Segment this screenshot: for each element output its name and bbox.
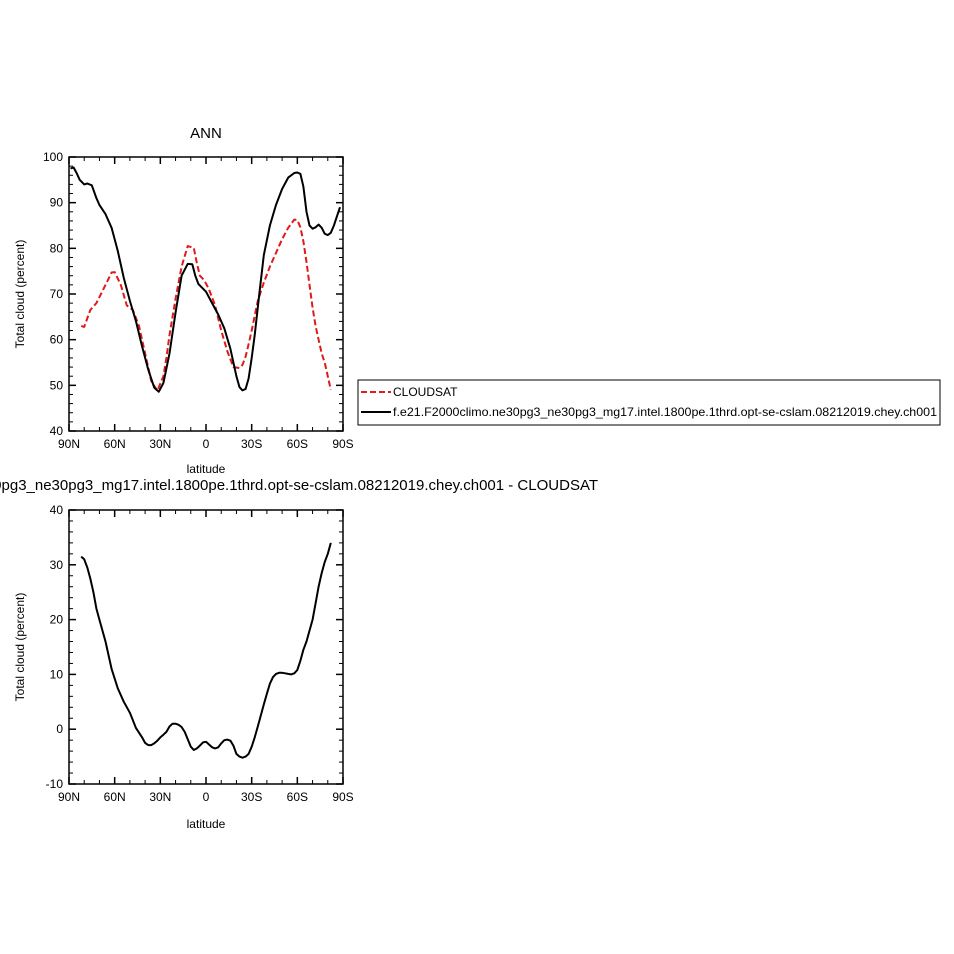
legend-label-cloudsat: CLOUDSAT xyxy=(393,385,458,399)
top-y-tick-label: 60 xyxy=(50,333,64,347)
bottom-x-tick-label: 30N xyxy=(149,790,171,804)
top-x-tick-label: 90N xyxy=(58,437,80,451)
top-x-tick-label: 90S xyxy=(332,437,353,451)
top-x-tick-label: 60N xyxy=(104,437,126,451)
top-y-tick-label: 40 xyxy=(50,424,64,438)
top-x-tick-label: 30N xyxy=(149,437,171,451)
top-plot-title: ANN xyxy=(190,125,222,142)
bottom-plot-title: f.e21.F2000climo.ne30pg3_ne30pg3_mg17.in… xyxy=(0,477,598,494)
bottom-x-tick-labels: 90N 60N 30N 0 30S 60S 90S xyxy=(58,790,354,804)
top-x-tick-label: 60S xyxy=(287,437,308,451)
bottom-x-tick-label: 90N xyxy=(58,790,80,804)
bottom-y-tick-label: 20 xyxy=(50,613,64,627)
bottom-y-axis-label: Total cloud (percent) xyxy=(13,593,27,702)
top-series-line-1 xyxy=(70,166,341,393)
bottom-panel: f.e21.F2000climo.ne30pg3_ne30pg3_mg17.in… xyxy=(0,477,598,831)
bottom-x-tick-label: 0 xyxy=(203,790,210,804)
legend-label-model: f.e21.F2000climo.ne30pg3_ne30pg3_mg17.in… xyxy=(393,405,937,419)
bottom-y-tick-labels: -10 0 10 20 30 40 xyxy=(46,503,64,791)
bottom-ticks xyxy=(68,509,344,785)
bottom-y-tick-label: 10 xyxy=(50,667,64,681)
top-x-tick-labels: 90N 60N 30N 0 30S 60S 90S xyxy=(58,437,354,451)
top-y-tick-label: 90 xyxy=(50,196,64,210)
top-x-axis-label: latitude xyxy=(187,462,226,476)
top-y-tick-label: 70 xyxy=(50,287,64,301)
bottom-series-line-0 xyxy=(80,542,332,759)
top-y-tick-label: 50 xyxy=(50,378,64,392)
legend-box xyxy=(357,379,941,426)
bottom-series-layer xyxy=(80,542,332,759)
top-y-tick-label: 100 xyxy=(43,150,63,164)
bottom-x-tick-label: 30S xyxy=(241,790,262,804)
top-plot-frame xyxy=(68,156,344,432)
top-y-axis-label: Total cloud (percent) xyxy=(13,240,27,349)
top-y-tick-label: 80 xyxy=(50,241,64,255)
bottom-x-tick-label: 60S xyxy=(287,790,308,804)
bottom-y-tick-label: 40 xyxy=(50,503,64,517)
bottom-x-tick-label: 60N xyxy=(104,790,126,804)
top-x-tick-label: 30S xyxy=(241,437,262,451)
bottom-y-tick-label: 30 xyxy=(50,558,64,572)
legend: CLOUDSAT f.e21.F2000climo.ne30pg3_ne30pg… xyxy=(357,379,941,426)
top-y-tick-labels: 40 50 60 70 80 90 100 xyxy=(43,150,63,438)
top-series-line-0 xyxy=(80,218,332,392)
bottom-y-tick-label: -10 xyxy=(46,777,64,791)
top-series-layer xyxy=(70,166,341,393)
top-panel: ANN 90N 60N 30N 0 30S 60S 90S 405060708090100 … xyxy=(13,125,354,476)
bottom-x-tick-label: 90S xyxy=(332,790,353,804)
top-x-tick-label: 0 xyxy=(203,437,210,451)
top-ticks xyxy=(68,156,344,432)
bottom-x-axis-label: latitude xyxy=(187,817,226,831)
bottom-y-tick-label: 0 xyxy=(56,722,63,736)
